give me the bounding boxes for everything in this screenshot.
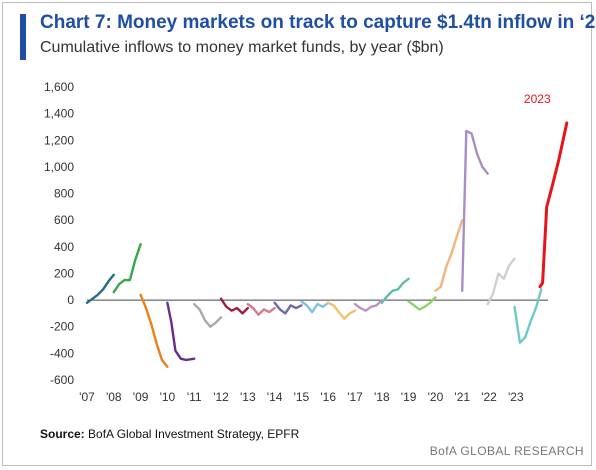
x-tick-label: '21 [454, 390, 470, 404]
series-line-2016 [327, 301, 357, 320]
x-tick-label: '09 [133, 390, 149, 404]
chart-frame [2, 2, 592, 466]
y-tick-label: 1,000 [44, 160, 74, 174]
y-tick-label: -200 [50, 320, 74, 334]
x-tick-label: '20 [428, 390, 444, 404]
x-tick-label: '13 [240, 390, 256, 404]
x-tick-label: '11 [187, 390, 202, 404]
x-tick-label: '12 [213, 390, 229, 404]
series-line-2011 [193, 302, 223, 328]
series-line-2014 [273, 301, 303, 315]
series-line-2017 [353, 298, 383, 312]
y-tick-label: 1,200 [44, 133, 74, 147]
brand-label: BofA GLOBAL RESEARCH [429, 444, 584, 458]
series-line-2008 [112, 243, 142, 294]
source-text: BofA Global Investment Strategy, EPFR [88, 427, 300, 441]
annotation-2023: 2023 [524, 92, 551, 106]
series-line-2020 [434, 219, 464, 292]
x-tick-label: '10 [160, 390, 176, 404]
series-line-2015 [300, 300, 330, 314]
y-tick-label: 800 [54, 187, 74, 201]
y-tick-label: 600 [54, 213, 74, 227]
series-line-2021 [461, 129, 489, 292]
y-tick-label: 200 [54, 266, 74, 280]
chart-subtitle: Cumulative inflows to money market funds… [40, 39, 444, 56]
series-line-2007 [85, 273, 115, 304]
x-tick-label: '14 [267, 390, 283, 404]
series-line-2010 [166, 301, 196, 362]
x-tick-label: '16 [320, 390, 336, 404]
series-line-2012 [219, 297, 249, 315]
series-line-2018 [380, 277, 410, 304]
chart-title: Chart 7: Money markets on track to captu… [40, 12, 596, 33]
y-tick-label: 1,400 [44, 107, 74, 121]
series-line-2013 [246, 302, 276, 316]
y-tick-label: 400 [54, 240, 74, 254]
series-line-2009 [139, 293, 169, 368]
x-tick-label: '22 [481, 390, 497, 404]
x-tick-label: '07 [79, 390, 95, 404]
source-note: Source: BofA Global Investment Strategy,… [40, 427, 299, 441]
y-tick-label: -600 [50, 373, 74, 387]
title-accent-bar [20, 14, 26, 60]
x-tick-label: '19 [401, 390, 417, 404]
series-line-2023 [538, 121, 569, 289]
x-tick-label: '18 [374, 390, 390, 404]
y-tick-label: 0 [67, 293, 74, 307]
x-tick-label: '23 [508, 390, 524, 404]
y-tick-label: -400 [50, 346, 74, 360]
series-line-2019 [407, 296, 437, 311]
x-tick-label: '17 [347, 390, 363, 404]
series-line-2022 [486, 257, 516, 306]
x-tick-label: '15 [294, 390, 310, 404]
source-label: Source: [40, 427, 85, 441]
y-tick-label: 1,600 [44, 80, 74, 94]
series-line-2022b [513, 288, 543, 344]
x-tick-label: '08 [106, 390, 122, 404]
